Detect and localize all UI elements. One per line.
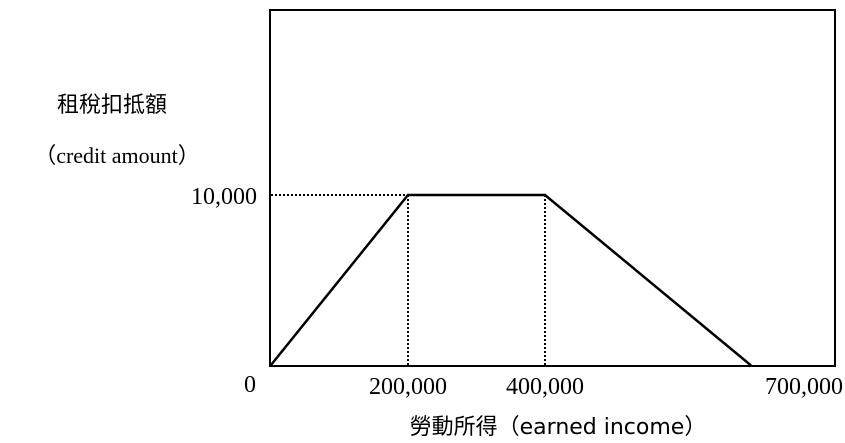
- y-axis-title-en: （credit amount）: [34, 143, 200, 168]
- series-line-0: [270, 193, 752, 366]
- y-tick-labels: 0 10,000: [191, 184, 257, 398]
- data-point-3: [749, 363, 752, 367]
- x-tick-label-2: 700,000: [765, 374, 843, 400]
- x-axis-title: 勞動所得（earned income）: [410, 415, 707, 440]
- plot-frame: [269, 9, 836, 367]
- x-tick-label-0: 200,000: [369, 374, 447, 400]
- x-tick-labels: 200,000 400,000 700,000: [369, 374, 843, 400]
- y-tick-label-0: 0: [244, 372, 256, 398]
- data-point-1: [406, 193, 410, 197]
- y-axis-title-zh: 租稅扣抵額: [57, 93, 167, 118]
- x-tick-label-1: 400,000: [506, 374, 584, 400]
- guide-lines: [271, 194, 546, 365]
- y-tick-label-1: 10,000: [191, 184, 257, 210]
- series-group: [269, 193, 752, 367]
- data-point-2: [543, 193, 547, 197]
- data-point-0: [269, 363, 273, 367]
